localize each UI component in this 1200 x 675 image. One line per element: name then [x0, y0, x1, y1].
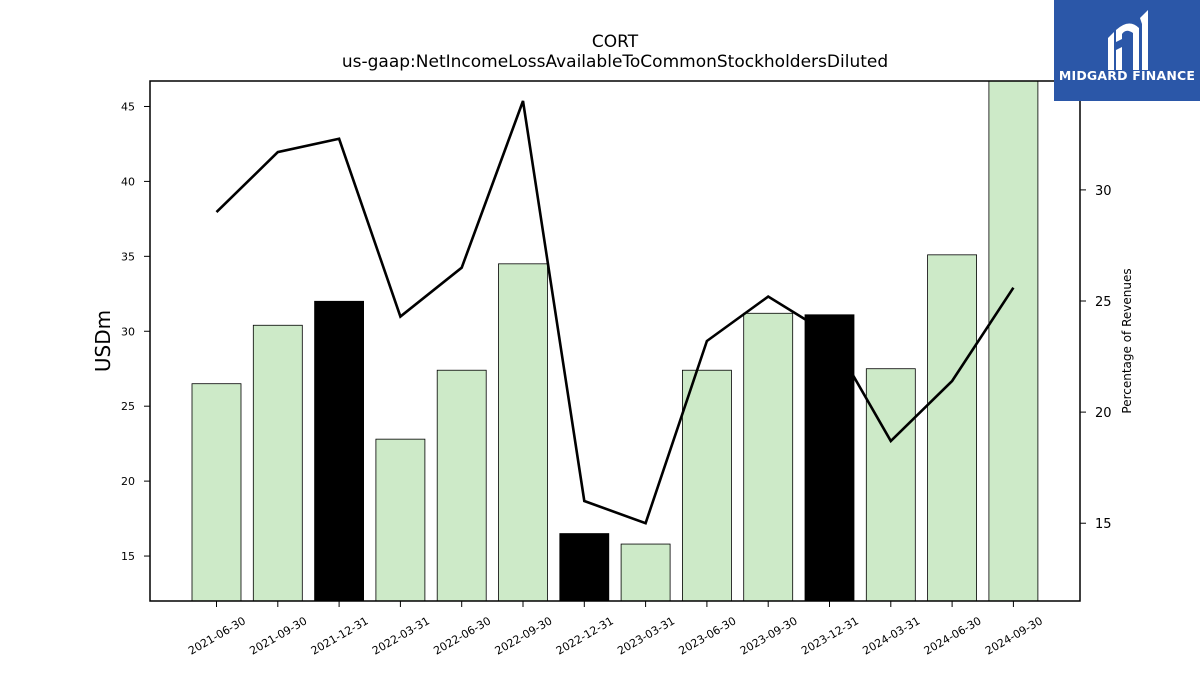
bar-2021-09-30: [252, 324, 303, 602]
y2-tick-label: 20: [1095, 406, 1112, 421]
x-tick-label: 2023-12-31: [799, 614, 861, 657]
y-tick-label: 45: [121, 100, 135, 113]
bar-2024-09-30: [988, 80, 1039, 602]
chart-title: CORT: [591, 32, 639, 52]
bar-2022-03-31: [375, 438, 426, 602]
y2-axis-label: Percentage of Revenues: [1120, 268, 1134, 413]
right-axis-ticks: 15 20 25 30: [1080, 184, 1112, 532]
y-tick-label: 20: [121, 475, 135, 488]
y2-tick-label: 15: [1095, 517, 1112, 532]
y-tick-label: 25: [121, 400, 135, 413]
x-tick-label: 2022-09-30: [493, 614, 555, 657]
x-tick-label: 2022-03-31: [370, 614, 432, 657]
bar-2021-12-31: [314, 300, 365, 602]
y-axis-label: USDm: [91, 310, 115, 372]
bar-2022-06-30: [436, 369, 487, 602]
bar-group: [191, 80, 1039, 602]
y-tick-label: 30: [121, 325, 135, 338]
chart-subtitle: us-gaap:NetIncomeLossAvailableToCommonSt…: [341, 52, 889, 72]
x-axis-ticks: 2021-06-30 2021-09-30 2021-12-31 2022-03-31…: [186, 601, 1045, 658]
bar-2024-06-30: [927, 254, 977, 602]
x-tick-label: 2021-06-30: [186, 614, 248, 657]
x-tick-label: 2022-12-31: [554, 614, 616, 657]
x-tick-label: 2024-09-30: [983, 614, 1045, 657]
y-tick-label: 15: [121, 550, 135, 563]
brand-mark-icon: [1108, 10, 1148, 70]
bar-2023-03-31: [620, 543, 671, 602]
x-tick-label: 2024-06-30: [922, 614, 984, 657]
y2-tick-label: 30: [1095, 184, 1112, 199]
x-tick-label: 2023-03-31: [615, 614, 677, 657]
bar-2024-03-31: [865, 368, 916, 602]
bar-2021-06-30: [191, 383, 242, 602]
x-tick-label: 2022-06-30: [431, 614, 493, 657]
plot-frame: [149, 80, 1081, 602]
bar-2023-06-30: [682, 369, 732, 602]
left-axis-ticks: 15 20 25 30 35 40 45: [121, 100, 150, 563]
y2-tick-label: 25: [1095, 295, 1112, 310]
brand-logo: MIDGARD FINANCE: [1054, 0, 1200, 101]
y-tick-label: 40: [121, 175, 135, 188]
ratio-line: [215, 100, 1015, 525]
x-tick-label: 2021-12-31: [309, 614, 371, 657]
x-tick-label: 2021-09-30: [247, 614, 309, 657]
y-tick-label: 35: [121, 250, 135, 263]
bar-2023-12-31: [804, 314, 855, 602]
bar-2022-09-30: [498, 263, 548, 602]
brand-name: MIDGARD FINANCE: [1058, 68, 1196, 83]
x-tick-label: 2023-06-30: [677, 614, 739, 657]
x-tick-label: 2024-03-31: [860, 614, 922, 657]
bar-2022-12-31: [559, 533, 610, 602]
bar-2023-09-30: [743, 312, 794, 602]
ratio-line-group: [215, 100, 1015, 525]
x-tick-label: 2023-09-30: [738, 614, 800, 657]
